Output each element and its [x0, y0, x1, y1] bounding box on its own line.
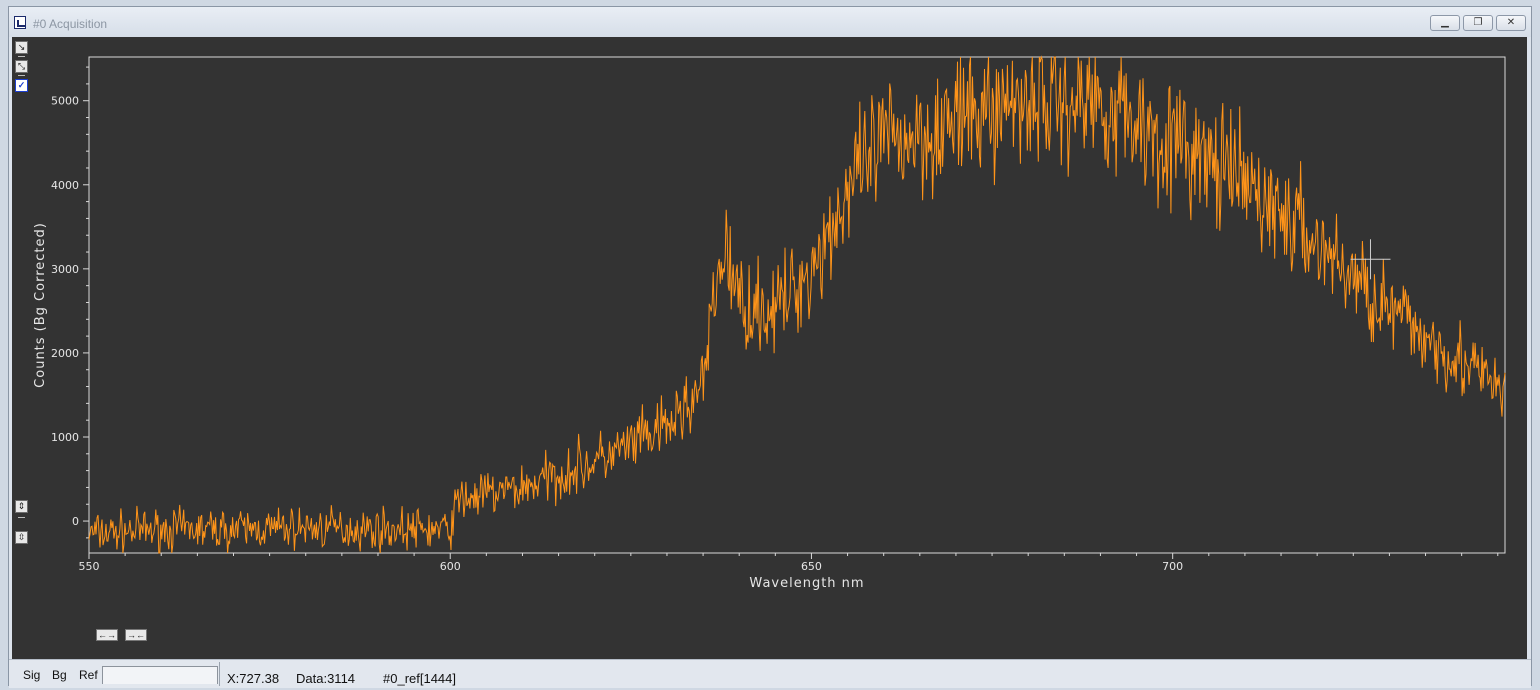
axis-tick-labels: 550 600 650 700 0 1000 2000 3000 4000 5000	[51, 95, 1183, 573]
x-compress-icon: →←	[127, 630, 145, 640]
y-tick-label: 3000	[51, 263, 79, 276]
scale-button[interactable]: ↘	[15, 41, 28, 54]
tab-sig[interactable]: Sig	[23, 668, 41, 682]
x-tick-label: 700	[1162, 560, 1183, 573]
minimize-icon: ▁	[1441, 17, 1449, 28]
data-readout: Data:3114	[296, 671, 356, 686]
y-tick-label: 0	[72, 515, 79, 528]
x-tick-label: 600	[440, 560, 461, 573]
x-expand-icon: ←→	[98, 630, 116, 640]
minimize-button[interactable]: ▁	[1430, 15, 1460, 31]
close-icon: ✕	[1506, 17, 1516, 28]
x-readout: X:727.38	[227, 671, 280, 686]
zoom-fit-button[interactable]: ⤡	[15, 60, 28, 73]
tool-divider	[18, 517, 25, 518]
axis-ticks	[83, 66, 1499, 559]
restore-button[interactable]: ❐	[1463, 15, 1493, 31]
acquisition-window: #0 Acquisition ▁ ❐ ✕ 550 600 650 700 0 1000 20…	[8, 6, 1532, 688]
zoom-fit-icon: ⤡	[17, 61, 26, 71]
x-compress-button[interactable]: →←	[125, 629, 147, 641]
x-axis-label: Wavelength nm	[749, 576, 864, 591]
tab-ref[interactable]: Ref	[79, 668, 98, 682]
restore-icon: ❐	[1473, 17, 1483, 28]
tool-divider	[18, 75, 25, 76]
window-title: #0 Acquisition	[33, 17, 108, 31]
crosshair-cursor	[1350, 239, 1391, 280]
plot-frame	[88, 56, 1506, 554]
spectrum-series-line	[88, 55, 1506, 554]
tab-strip-blank	[102, 666, 218, 684]
scale-icon: ↘	[17, 42, 26, 52]
document-icon	[14, 16, 26, 29]
y-tick-label: 5000	[51, 95, 79, 108]
y-tick-label: 4000	[51, 179, 79, 192]
close-button[interactable]: ✕	[1496, 15, 1526, 31]
x-tick-label: 550	[79, 560, 100, 573]
y-expand-button[interactable]: ⇕	[15, 500, 28, 513]
ref-readout: #0_ref[1444]	[383, 671, 457, 686]
y-tick-label: 1000	[51, 431, 79, 444]
tab-bg[interactable]: Bg	[52, 668, 67, 682]
status-divider	[219, 662, 220, 686]
x-tick-label: 650	[801, 560, 822, 573]
y-tick-label: 2000	[51, 347, 79, 360]
status-bar: Sig Bg Ref X:727.38 Data:3114 #0_ref[144…	[9, 659, 1531, 688]
y-compress-button[interactable]: ⇳	[15, 531, 28, 544]
x-expand-button[interactable]: ←→	[96, 629, 118, 641]
checkbox-icon: ✓	[17, 80, 26, 90]
y-expand-icon: ⇕	[17, 501, 26, 511]
y-compress-icon: ⇳	[17, 532, 26, 542]
title-bar[interactable]: #0 Acquisition ▁ ❐ ✕	[9, 7, 1531, 37]
y-axis-label: Counts (Bg Corrected)	[33, 222, 48, 388]
display-checkbox[interactable]: ✓	[15, 79, 28, 92]
spectrum-chart[interactable]: 550 600 650 700 0 1000 2000 3000 4000 5000 Wavele…	[12, 37, 1527, 659]
plot-area[interactable]: 550 600 650 700 0 1000 2000 3000 4000 5000 Wavele…	[12, 37, 1527, 659]
tool-divider	[18, 56, 25, 57]
